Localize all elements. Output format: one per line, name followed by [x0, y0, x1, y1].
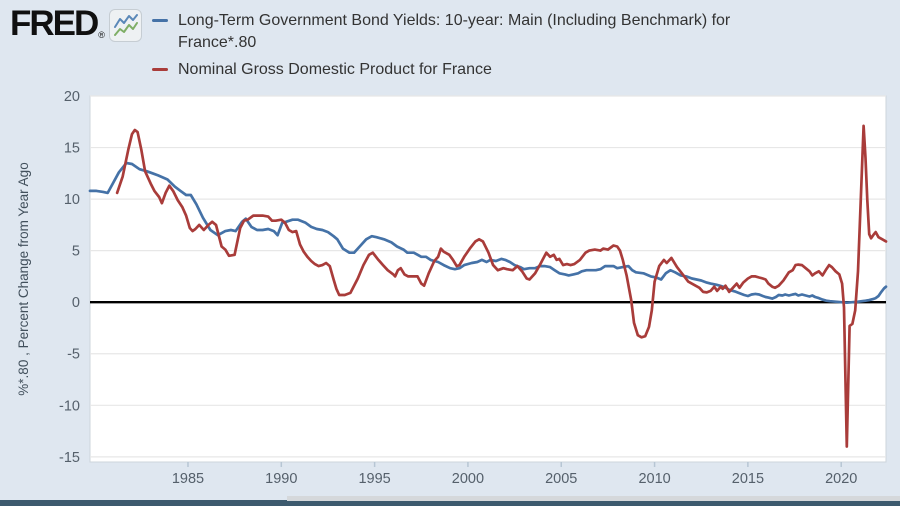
chart-area: 1985 1990 1995 2000 2005 2010 2015 2020 20 15 10 5 0… [0, 84, 900, 496]
y-tick-label-20: 20 [64, 89, 80, 105]
x-tick-label-1985: 1985 [172, 471, 204, 487]
legend-dash-red [152, 68, 168, 71]
plot-background [89, 95, 887, 463]
legend-dash-blue [152, 19, 168, 22]
legend-item-ngdp[interactable]: Nominal Gross Domestic Product for Franc… [152, 59, 758, 81]
fred-logo[interactable]: FRED ® [10, 4, 142, 43]
bottom-scrollbar-thumb[interactable] [0, 500, 900, 506]
fred-logo-text: FRED [10, 4, 99, 43]
y-tick-label-5: 5 [72, 244, 80, 260]
y-tick-label--10: -10 [59, 398, 80, 414]
y-axis-title: %*.80 , Percent Change from Year Ago [16, 162, 31, 395]
x-tick-label-1995: 1995 [358, 471, 390, 487]
y-tick-label-10: 10 [64, 192, 80, 208]
chart-svg: 1985 1990 1995 2000 2005 2010 2015 202020151050… [16, 89, 888, 487]
legend-label-ngdp: Nominal Gross Domestic Product for Franc… [178, 61, 492, 78]
x-tick-label-2000: 2000 [452, 471, 484, 487]
y-tick-label--5: -5 [67, 347, 80, 363]
registered-trademark-symbol: ® [98, 30, 105, 40]
x-tick-label-1990: 1990 [265, 471, 297, 487]
y-tick-label-15: 15 [64, 141, 80, 157]
fred-sparkline-icon [108, 9, 142, 42]
bottom-scrollbar-track[interactable] [287, 496, 900, 501]
chart-legend: Long-Term Government Bond Yields: 10-yea… [152, 10, 758, 86]
legend-label-bond-yields: Long-Term Government Bond Yields: 10-yea… [178, 12, 731, 51]
x-tick-label-2005: 2005 [545, 471, 577, 487]
series-line-ngdp [115, 124, 888, 448]
series-line-bond-yields [88, 161, 888, 305]
x-tick-label-2020: 2020 [825, 471, 857, 487]
legend-item-bond-yields[interactable]: Long-Term Government Bond Yields: 10-yea… [152, 10, 758, 54]
y-tick-label--15: -15 [59, 450, 80, 466]
x-tick-label-2015: 2015 [732, 471, 764, 487]
y-tick-label-0: 0 [72, 295, 80, 311]
x-tick-label-2010: 2010 [638, 471, 670, 487]
